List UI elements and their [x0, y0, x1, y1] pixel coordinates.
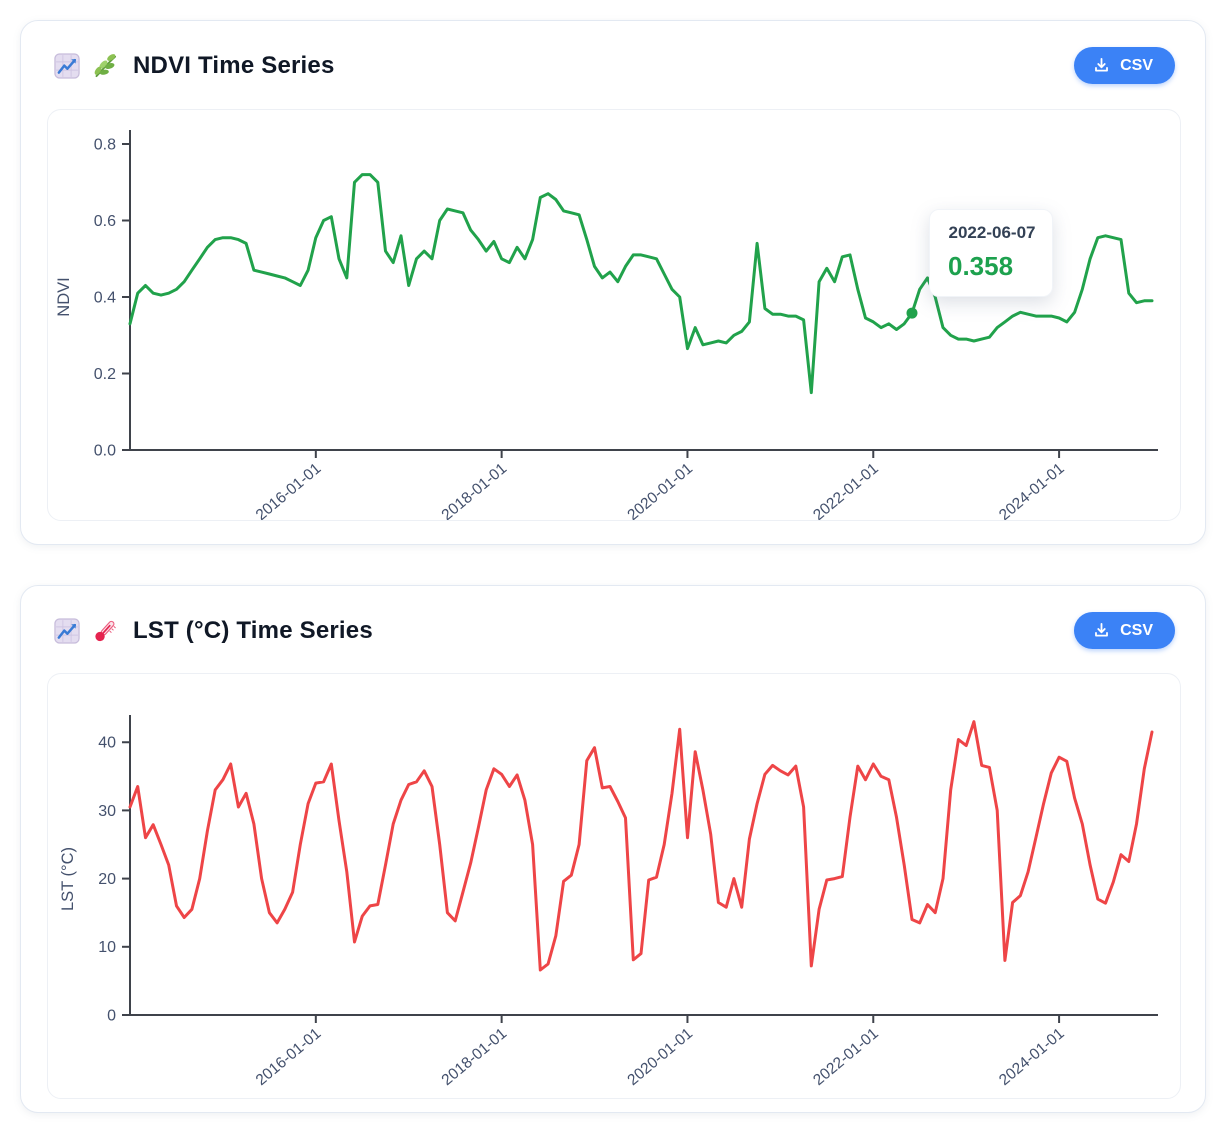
y-tick-label: 0.2: [94, 366, 116, 383]
chart-tooltip: 2022-06-07 0.358: [929, 209, 1053, 297]
csv-button-label: CSV: [1120, 56, 1153, 74]
chart-increasing-icon: [53, 52, 81, 80]
download-icon: [1092, 56, 1111, 75]
y-axis-title: LST (°C): [59, 847, 77, 911]
herb-icon: [91, 52, 119, 80]
thermometer-icon: [91, 617, 119, 645]
y-tick-label: 0.4: [94, 289, 116, 306]
lst-chart[interactable]: 0 10 20 30 40 2016-01-01 2018-01-01 2020-01-01 2…: [48, 674, 1180, 1098]
y-tick-label: 30: [98, 803, 116, 820]
download-icon: [1092, 621, 1111, 640]
ndvi-csv-download-button[interactable]: CSV: [1074, 47, 1175, 84]
tooltip-date: 2022-06-07: [948, 223, 1036, 242]
lst-line: [128, 720, 1154, 972]
tooltip-value: 0.358: [948, 251, 1014, 281]
y-tick-label: 0.0: [94, 442, 116, 459]
x-tick-label: 2020-01-01: [624, 1025, 696, 1089]
chart-increasing-icon: [53, 617, 81, 645]
y-tick-label: 20: [98, 871, 116, 888]
x-tick-label: 2022-01-01: [810, 460, 882, 520]
lst-card: LST (°C) Time Series CSV 0 10 20 30 40 2016-0…: [20, 585, 1206, 1113]
ndvi-card: NDVI Time Series CSV 0.0 0.2 0.4 0.6 0.8 2016…: [20, 20, 1206, 545]
ndvi-card-header: NDVI Time Series CSV: [21, 21, 1205, 84]
axis-lines: [129, 715, 1158, 1016]
lst-csv-download-button[interactable]: CSV: [1074, 612, 1175, 649]
lst-card-title: LST (°C) Time Series: [133, 616, 373, 644]
y-tick-label: 0.6: [94, 213, 116, 230]
csv-button-label: CSV: [1120, 621, 1153, 639]
x-tick-label: 2016-01-01: [253, 1025, 325, 1089]
ndvi-chart-panel: 0.0 0.2 0.4 0.6 0.8 2016-01-01 2018-01-01 2020-…: [47, 109, 1181, 521]
x-tick-label: 2018-01-01: [439, 460, 511, 520]
hovered-point-marker[interactable]: [906, 307, 918, 319]
y-tick-label: 40: [98, 735, 116, 752]
x-tick-label: 2022-01-01: [810, 1025, 882, 1089]
ndvi-card-title: NDVI Time Series: [133, 51, 335, 79]
x-tick-label: 2020-01-01: [624, 460, 696, 520]
lst-chart-panel: 0 10 20 30 40 2016-01-01 2018-01-01 2020-01-01 2…: [47, 673, 1181, 1099]
x-tick-label: 2024-01-01: [996, 460, 1068, 520]
ndvi-line: [128, 173, 1154, 395]
y-tick-label: 0: [107, 1007, 116, 1024]
lst-card-header: LST (°C) Time Series CSV: [21, 586, 1205, 649]
x-tick-label: 2024-01-01: [996, 1025, 1068, 1089]
x-tick-label: 2016-01-01: [253, 460, 325, 520]
ndvi-chart[interactable]: 0.0 0.2 0.4 0.6 0.8 2016-01-01 2018-01-01 2020-…: [48, 110, 1180, 520]
x-tick-label: 2018-01-01: [439, 1025, 511, 1089]
y-tick-label: 10: [98, 939, 116, 956]
y-tick-label: 0.8: [94, 136, 116, 153]
y-axis-title: NDVI: [55, 277, 73, 316]
